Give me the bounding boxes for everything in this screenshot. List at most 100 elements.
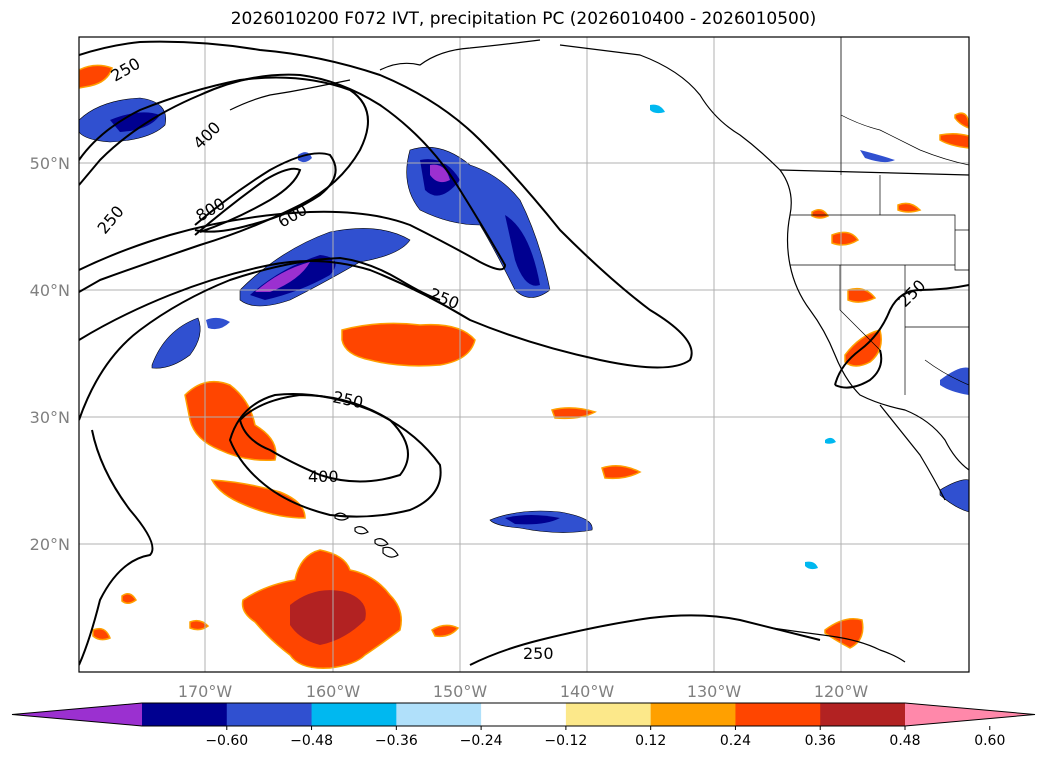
lon-label: 160°W [306,682,361,701]
precip-negative-region [860,150,895,163]
precip-negative-region [206,317,230,330]
precip-positive-region [601,465,642,480]
ivt-contour-800 [194,167,302,236]
precip-negative-region [151,317,201,369]
ivt-contour-250 [79,40,693,369]
contour-label: 250 [331,387,365,412]
contour-label: 250 [94,202,128,238]
precip-positive-region [290,590,366,645]
colorbar-tick-label: 0.24 [720,733,751,749]
precip-negative-region [430,164,450,183]
colorbar-outline [11,702,1036,727]
state-border [924,359,969,386]
lat-label: 50°N [30,154,70,173]
colorbar-segment [481,703,567,726]
precip-positive-region [92,627,111,641]
precip-negative-region [505,215,540,286]
lat-label: 30°N [30,408,70,427]
longitude-labels: 170°W 160°W 150°W 140°W 130°W 120°W [178,682,869,701]
lon-label: 140°W [560,682,615,701]
colorbar-tick-label: 0.36 [805,733,836,749]
state-border [790,214,969,271]
colorbar-tick-label: −0.48 [290,733,333,749]
precip-negative-region [255,262,310,292]
ivt-contour-250 [834,284,969,386]
coastline-north-america [559,44,969,471]
precip-negative-region [505,515,560,525]
precip-negative-region [805,561,818,570]
precip-negative-region [939,479,969,513]
precip-positive-region [897,202,922,213]
lon-label: 150°W [433,682,488,701]
ivt-contour-250 [79,429,154,666]
lon-label: 130°W [687,682,742,701]
precip-positive-region [824,618,864,649]
colorbar-extend-low [12,703,142,726]
state-borders [790,37,969,395]
ivt-contour-250 [79,73,507,271]
colorbar: −0.60 −0.48 −0.36 −0.24 −0.12 0.12 0.24 0.36 0.4… [11,702,1036,749]
colorbar-tick-label: 0.48 [889,733,920,749]
precip-positive-region [341,322,476,367]
lat-label: 40°N [30,281,70,300]
colorbar-tick-label: −0.60 [205,733,248,749]
coastline-alaska [379,39,541,71]
colorbar-segment [396,703,482,726]
precip-positive-region [811,209,830,219]
precip-negative-region [650,104,665,114]
colorbar-extend-high [905,703,1035,726]
ivt-contour-250 [469,614,821,666]
map-plot-area: 250 400 800 600 250 250 250 400 250 250 [79,37,969,672]
ivt-contour-labels: 250 400 800 600 250 250 250 400 250 250 [94,54,930,663]
ivt-contour-600 [194,152,337,233]
map-frame [78,36,970,673]
chart-title: 2026010200 F072 IVT, precipitation PC (2… [230,9,817,29]
contour-label: 250 [108,54,144,86]
coastline-baja [879,404,946,501]
colorbar-tick-label: 0.60 [974,733,1005,749]
ivt-contour-250 [834,349,883,389]
lat-label: 20°N [30,535,70,554]
state-border [839,265,881,351]
contour-label: 400 [308,467,339,486]
colorbar-segment [142,703,228,726]
ivt-contour-400 [79,76,369,293]
colorbar-segment [311,703,397,726]
colorbar-tick-label: −0.24 [460,733,503,749]
colorbar-segment [820,703,906,726]
colorbar-tick-label: −0.36 [375,733,418,749]
ivt-contour-250 [79,256,441,421]
ivt-contours [79,40,969,666]
lon-label: 170°W [178,682,233,701]
colorbar-segment [650,703,736,726]
coastline-north-america [779,169,969,176]
precip-positive-region [551,407,597,420]
colorbar-segment [565,703,652,726]
coastline-mexico [771,627,906,663]
precip-positive-region [79,64,113,89]
contour-label: 250 [523,644,554,663]
ivt-contour-400 [228,393,442,518]
precip-positive-regions [79,64,969,669]
precip-positive-region [121,593,137,604]
contour-label: 400 [189,118,224,153]
precip-positive-region [954,112,969,129]
precip-positive-region [210,479,306,519]
latitude-labels: 50°N 40°N 30°N 20°N [30,154,70,554]
precip-positive-region [831,231,860,246]
precip-positive-region [184,380,277,462]
precip-positive-region [189,619,210,631]
precip-negative-region [825,437,836,444]
precip-negative-regions [79,97,969,570]
precip-negative-region [110,112,160,132]
colorbar-tick-label: 0.12 [635,733,666,749]
precip-positive-region [847,287,877,303]
lon-label: 120°W [814,682,869,701]
state-border [840,114,969,166]
colorbar-segment [226,703,313,726]
coastline-hawaii [334,512,399,558]
contour-label: 250 [427,284,462,313]
precip-positive-region [939,132,969,149]
colorbar-tick-label: −0.12 [544,733,587,749]
